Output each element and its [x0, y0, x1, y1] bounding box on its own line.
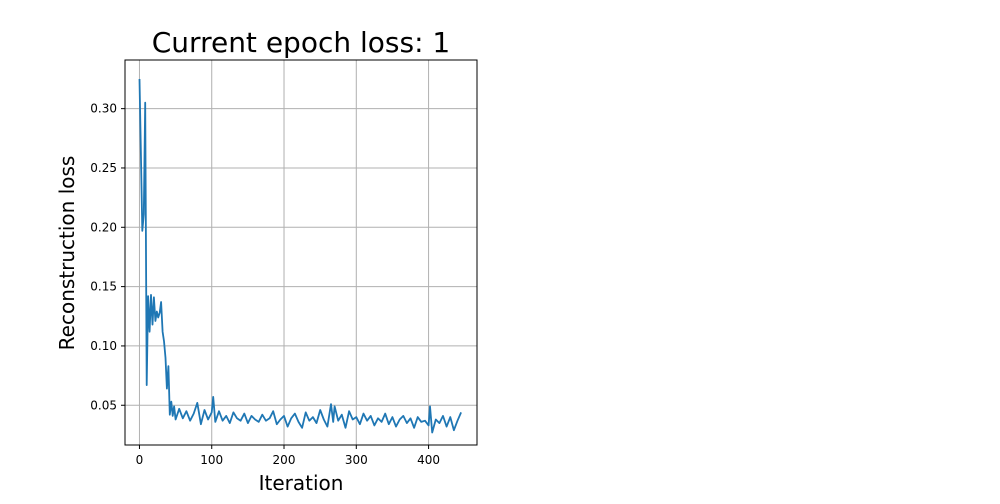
x-tick-label: 200 [273, 453, 296, 467]
loss-series-line-0 [138, 78, 462, 434]
chart-title: Current epoch loss: 1 [152, 26, 450, 59]
y-tick-label: 0.30 [90, 102, 117, 116]
y-tick-label: 0.15 [90, 280, 117, 294]
plot-area [138, 78, 462, 434]
y-tick-label: 0.20 [90, 220, 117, 234]
grid [125, 60, 477, 445]
axes-frame [124, 59, 478, 446]
y-tick-label: 0.25 [90, 161, 117, 175]
ticks: 0 100 200 300 400 0.05 0.10 0.15 0.20 0.25 0.30 [90, 102, 440, 467]
y-axis-label: Reconstruction loss [55, 156, 79, 351]
x-tick-label: 400 [417, 453, 440, 467]
x-tick-label: 0 [136, 453, 144, 467]
x-tick-label: 100 [200, 453, 223, 467]
y-tick-label: 0.10 [90, 339, 117, 353]
x-axis-label: Iteration [259, 471, 344, 495]
x-tick-label: 300 [345, 453, 368, 467]
y-tick-label: 0.05 [90, 398, 117, 412]
